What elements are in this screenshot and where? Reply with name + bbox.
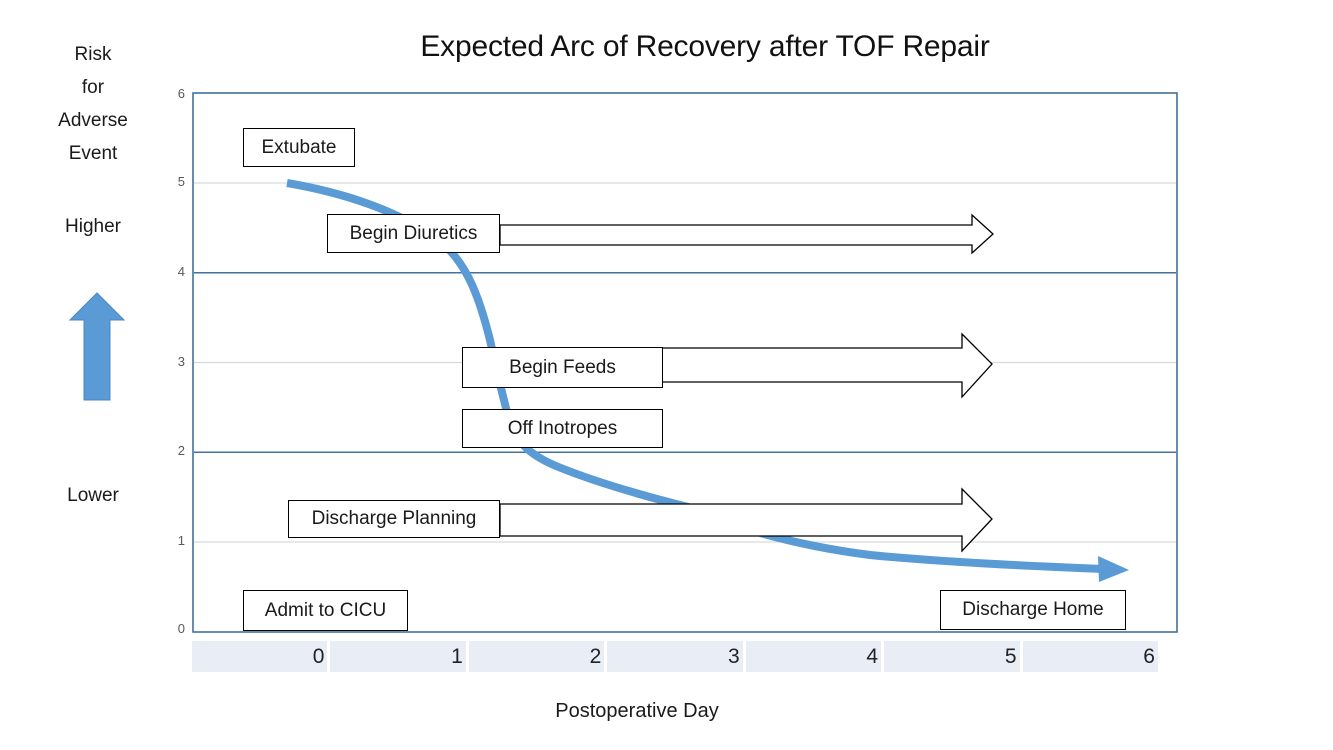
milestone-extubate: Extubate [243, 128, 355, 167]
y-axis-title: Risk for Adverse Event [18, 38, 168, 170]
recovery-curve-arrowhead [1098, 556, 1129, 582]
risk-up-arrow-icon [68, 292, 126, 401]
y-tick-label-6: 6 [177, 86, 185, 101]
milestone-begin-diuretics: Begin Diuretics [327, 214, 500, 253]
x-tick-cell-6: 6 [1022, 641, 1158, 672]
chart-title: Expected Arc of Recovery after TOF Repai… [420, 30, 990, 63]
x-tick-cell-1: 1 [330, 641, 466, 672]
y-tick-label-4: 4 [177, 264, 185, 279]
x-tick-cell-5: 5 [884, 641, 1020, 672]
milestone-off-inotropes: Off Inotropes [462, 409, 663, 448]
higher-label: Higher [65, 216, 121, 237]
y-axis-title-line: for [81, 77, 105, 98]
y-axis-title-line: Event [68, 143, 118, 164]
begin-diuretics-arrow [499, 213, 994, 255]
lower-label: Lower [67, 485, 119, 506]
y-tick-label-1: 1 [177, 533, 185, 548]
y-axis-title-line: Adverse [58, 110, 128, 131]
milestone-discharge-home: Discharge Home [940, 590, 1126, 630]
x-tick-cell-0: 0 [192, 641, 328, 672]
x-tick-cell-2: 2 [468, 641, 605, 672]
x-tick-cell-4: 4 [745, 641, 882, 672]
x-tick-cell-3: 3 [607, 641, 743, 672]
y-tick-label-3: 3 [177, 354, 185, 369]
y-axis-title-line: Risk [74, 44, 112, 65]
milestone-admit-to-cicu: Admit to CICU [243, 590, 408, 631]
milestone-discharge-planning: Discharge Planning [288, 500, 500, 538]
y-tick-label-0: 0 [177, 621, 185, 636]
plot-frame [192, 92, 1178, 633]
x-axis-title: Postoperative Day [555, 700, 719, 722]
milestone-begin-feeds: Begin Feeds [462, 347, 663, 388]
x-axis-band: 0 1 2 3 4 5 6 [192, 641, 1158, 672]
y-tick-label-5: 5 [177, 174, 185, 189]
y-tick-label-2: 2 [177, 443, 185, 458]
discharge-planning-arrow [499, 487, 993, 553]
begin-feeds-arrow [661, 332, 993, 399]
